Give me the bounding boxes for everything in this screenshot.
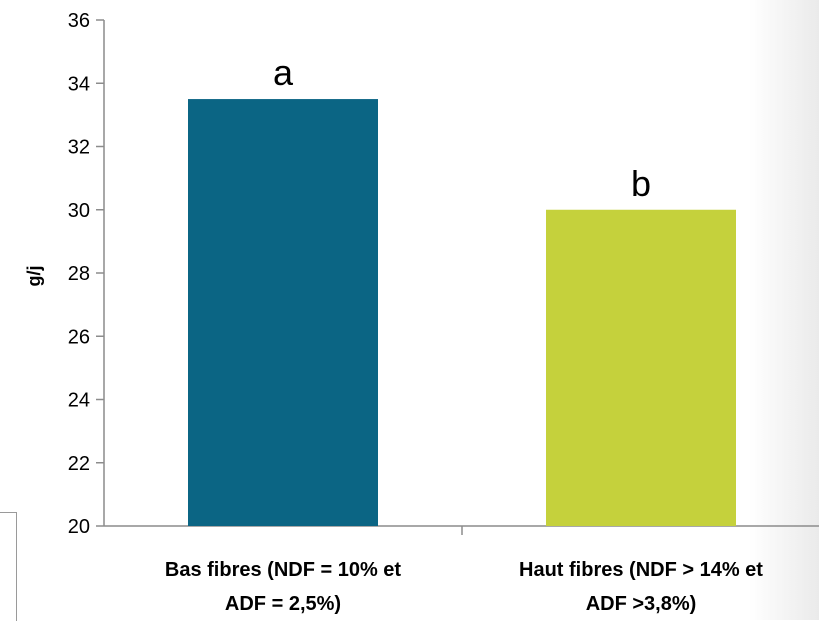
data-label: b — [631, 163, 651, 204]
category-labels: Bas fibres (NDF = 10% et ADF = 2,5%) Haut … — [165, 559, 763, 615]
x-tick-label: ADF = 2,5%) — [225, 593, 341, 615]
y-tick-label: 28 — [68, 263, 90, 285]
y-tick-label: 32 — [68, 137, 90, 159]
background-shade — [749, 0, 819, 620]
y-tick-label: 24 — [68, 390, 90, 412]
y-tick-label: 20 — [68, 516, 90, 538]
data-labels: ab — [273, 52, 651, 204]
y-tick-label: 36 — [68, 10, 90, 32]
adjacent-panel-fragment — [0, 512, 17, 621]
y-tick-label: 34 — [68, 73, 90, 95]
x-tick-label: Haut fibres (NDF > 14% et — [519, 559, 763, 581]
y-axis-label: g/j — [24, 266, 44, 287]
x-tick-label: ADF >3,8%) — [586, 593, 697, 615]
y-tick-label: 30 — [68, 200, 90, 222]
bar — [188, 99, 378, 526]
y-tick-label: 26 — [68, 326, 90, 348]
y-tick-label: 22 — [68, 453, 90, 475]
data-label: a — [273, 52, 294, 93]
bars — [188, 99, 736, 526]
x-tick-label: Bas fibres (NDF = 10% et — [165, 559, 402, 581]
y-ticks: 20 22 24 26 28 30 32 34 36 — [68, 10, 104, 538]
bar — [546, 209, 736, 526]
